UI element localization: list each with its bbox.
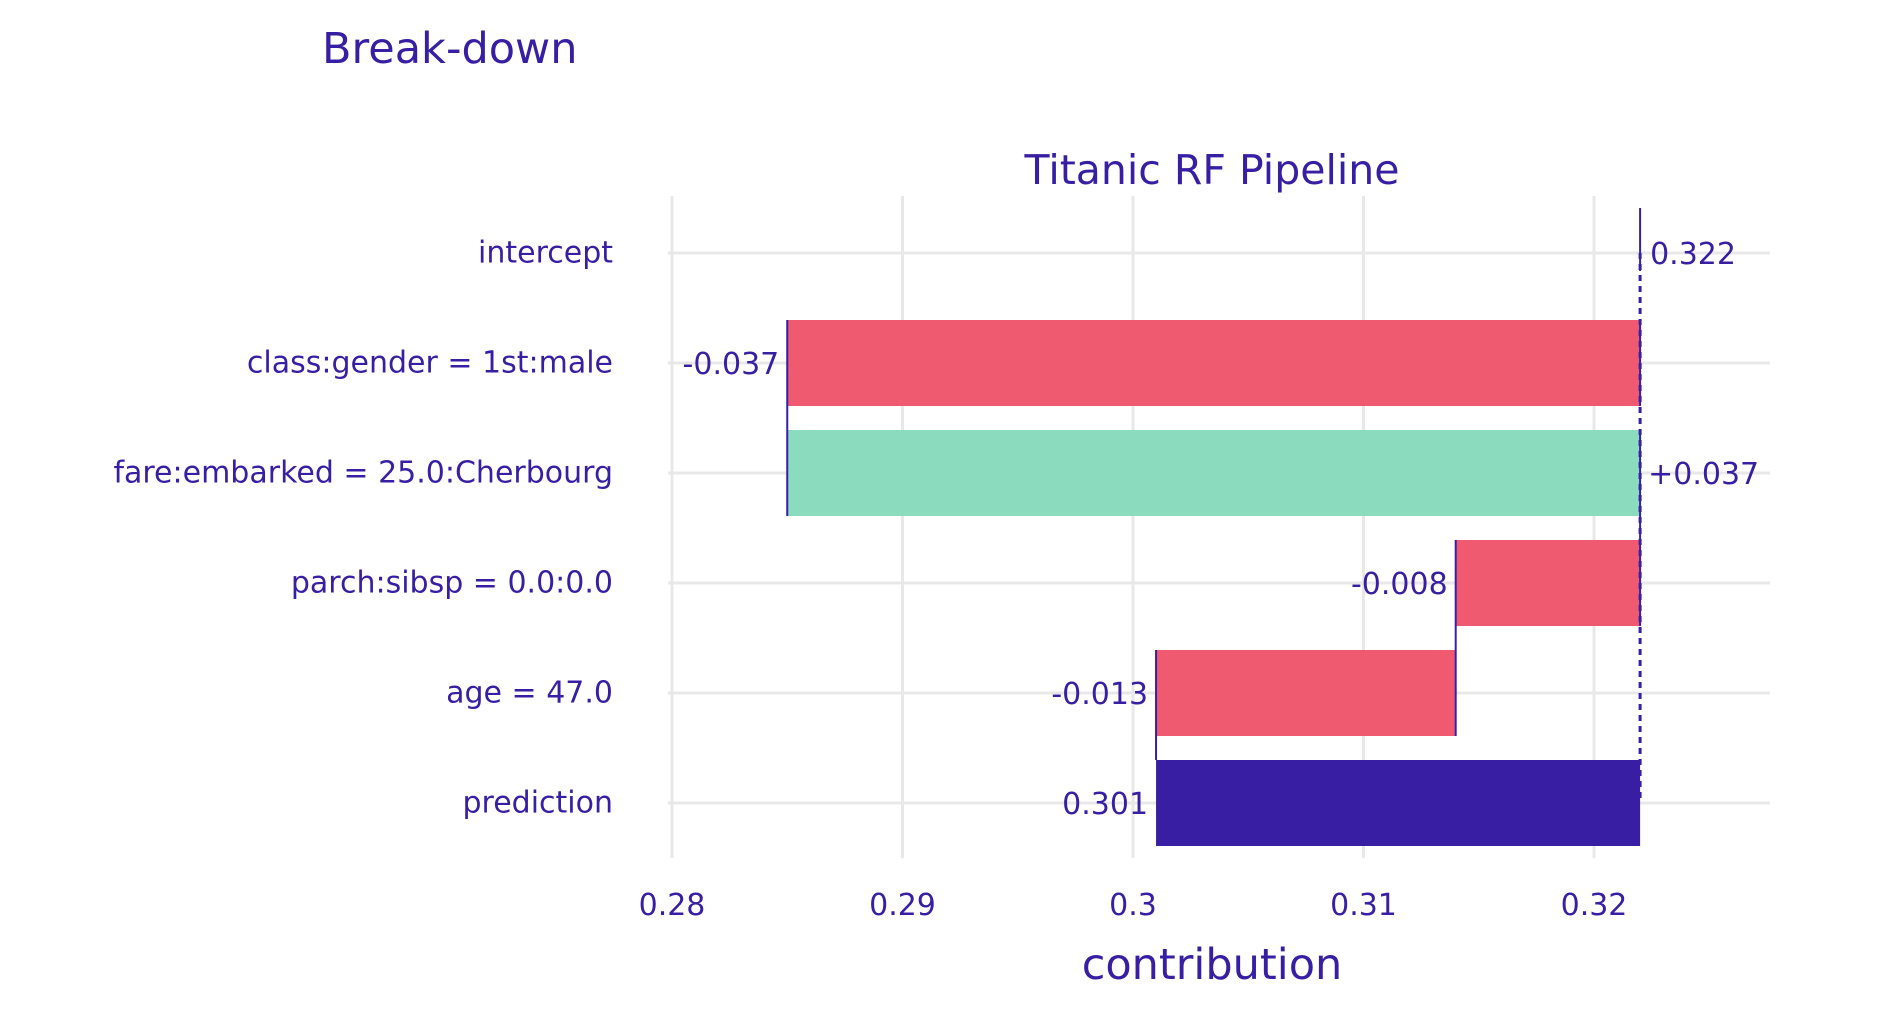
bar-value-label: -0.013 bbox=[1051, 677, 1148, 712]
y-tick-label: age = 47.0 bbox=[446, 675, 613, 711]
x-axis-title: contribution bbox=[1081, 940, 1343, 990]
x-tick-label: 0.32 bbox=[1560, 888, 1628, 923]
x-tick-label: 0.29 bbox=[869, 888, 936, 923]
chart-title: Break-down bbox=[322, 24, 578, 74]
x-tick-label: 0.3 bbox=[1109, 888, 1157, 923]
bar-negative bbox=[1455, 540, 1641, 626]
y-tick-label: prediction bbox=[462, 785, 613, 821]
bar-value-label: 0.301 bbox=[1062, 787, 1148, 822]
bar-value-label: 0.322 bbox=[1650, 237, 1736, 272]
x-tick-label: 0.28 bbox=[638, 888, 706, 923]
bar-positive bbox=[787, 430, 1641, 516]
bar-value-label: -0.008 bbox=[1351, 567, 1448, 602]
bar-value-label: +0.037 bbox=[1648, 457, 1759, 492]
y-tick-label: fare:embarked = 25.0:Cherbourg bbox=[113, 455, 613, 491]
bar-negative bbox=[787, 320, 1641, 406]
y-tick-label: parch:sibsp = 0.0:0.0 bbox=[290, 565, 613, 601]
bar-value-label: -0.037 bbox=[683, 347, 780, 382]
bar-negative bbox=[1156, 650, 1456, 736]
y-tick-label: intercept bbox=[478, 235, 613, 271]
x-tick-label: 0.31 bbox=[1330, 888, 1397, 923]
bar-prediction bbox=[1156, 760, 1641, 846]
subplot-title: Titanic RF Pipeline bbox=[1024, 146, 1400, 194]
y-tick-label: class:gender = 1st:male bbox=[246, 345, 613, 381]
